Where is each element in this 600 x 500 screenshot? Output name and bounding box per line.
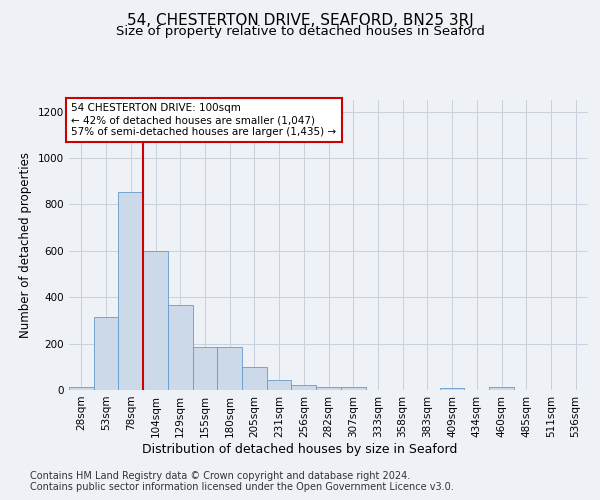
Bar: [292, 386, 316, 390]
Bar: [217, 347, 242, 390]
Text: Contains public sector information licensed under the Open Government Licence v3: Contains public sector information licen…: [30, 482, 454, 492]
Text: 54 CHESTERTON DRIVE: 100sqm
← 42% of detached houses are smaller (1,047)
57% of : 54 CHESTERTON DRIVE: 100sqm ← 42% of det…: [71, 104, 337, 136]
Bar: [440, 388, 464, 390]
Bar: [193, 347, 217, 390]
Bar: [143, 252, 168, 390]
Bar: [267, 380, 292, 390]
Y-axis label: Number of detached properties: Number of detached properties: [19, 152, 32, 338]
Bar: [168, 306, 193, 390]
Bar: [69, 386, 94, 390]
Bar: [489, 386, 514, 390]
Bar: [316, 386, 341, 390]
Bar: [341, 386, 365, 390]
Bar: [242, 367, 267, 390]
Text: Contains HM Land Registry data © Crown copyright and database right 2024.: Contains HM Land Registry data © Crown c…: [30, 471, 410, 481]
Bar: [118, 192, 143, 390]
Text: Distribution of detached houses by size in Seaford: Distribution of detached houses by size …: [142, 442, 458, 456]
Text: Size of property relative to detached houses in Seaford: Size of property relative to detached ho…: [116, 25, 484, 38]
Text: 54, CHESTERTON DRIVE, SEAFORD, BN25 3RJ: 54, CHESTERTON DRIVE, SEAFORD, BN25 3RJ: [127, 12, 473, 28]
Bar: [94, 317, 118, 390]
